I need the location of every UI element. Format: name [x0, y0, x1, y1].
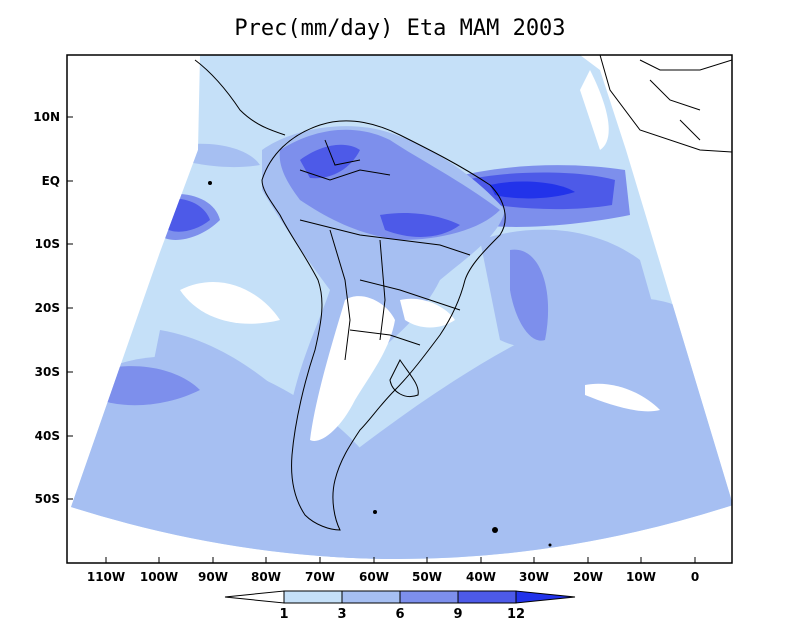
lat-tick-label: 50S: [35, 492, 60, 506]
colorbar-segment: [341, 590, 401, 604]
lon-tick-label: 90W: [198, 570, 228, 584]
lat-axis: 10N EQ 10S 20S 30S 40S 50S: [33, 110, 73, 506]
lat-tick-label: 20S: [35, 301, 60, 315]
lat-tick-label: 30S: [35, 365, 60, 379]
lon-tick-label: 20W: [573, 570, 603, 584]
lon-tick-label: 10W: [626, 570, 656, 584]
lat-tick-label: 10N: [33, 110, 60, 124]
lat-tick-label: EQ: [42, 174, 60, 188]
lon-tick-label: 0: [691, 570, 699, 584]
colorbar: 1 3 6 9 12: [224, 590, 576, 618]
colorbar-label: 12: [507, 607, 525, 618]
islands: [208, 181, 552, 547]
colorbar-segment: [457, 590, 517, 604]
colorbar-label: 9: [453, 607, 462, 618]
lon-tick-label: 110W: [87, 570, 125, 584]
lon-axis: 110W 100W 90W 80W 70W 60W 50W 40W 30W 20…: [87, 557, 699, 584]
lon-tick-label: 30W: [519, 570, 549, 584]
lon-tick-label: 60W: [359, 570, 389, 584]
colorbar-upper-arrow: [515, 590, 576, 604]
lon-tick-label: 70W: [305, 570, 335, 584]
plot-frame: [66, 54, 733, 564]
lon-tick-label: 40W: [466, 570, 496, 584]
lon-tick-label: 100W: [140, 570, 178, 584]
coastlines: [194, 55, 732, 531]
colorbar-lower-arrow: [224, 590, 285, 604]
lon-tick-label: 50W: [412, 570, 442, 584]
lat-tick-label: 10S: [35, 237, 60, 251]
map-title: Prec(mm/day) Eta MAM 2003: [234, 16, 566, 41]
colorbar-label: 6: [395, 607, 404, 618]
lon-tick-label: 80W: [251, 570, 281, 584]
colorbar-segment: [399, 590, 459, 604]
colorbar-segment: [283, 590, 343, 604]
lat-tick-label: 40S: [35, 429, 60, 443]
colorbar-label: 1: [279, 607, 288, 618]
map-area: [71, 55, 732, 560]
colorbar-label: 3: [337, 607, 346, 618]
